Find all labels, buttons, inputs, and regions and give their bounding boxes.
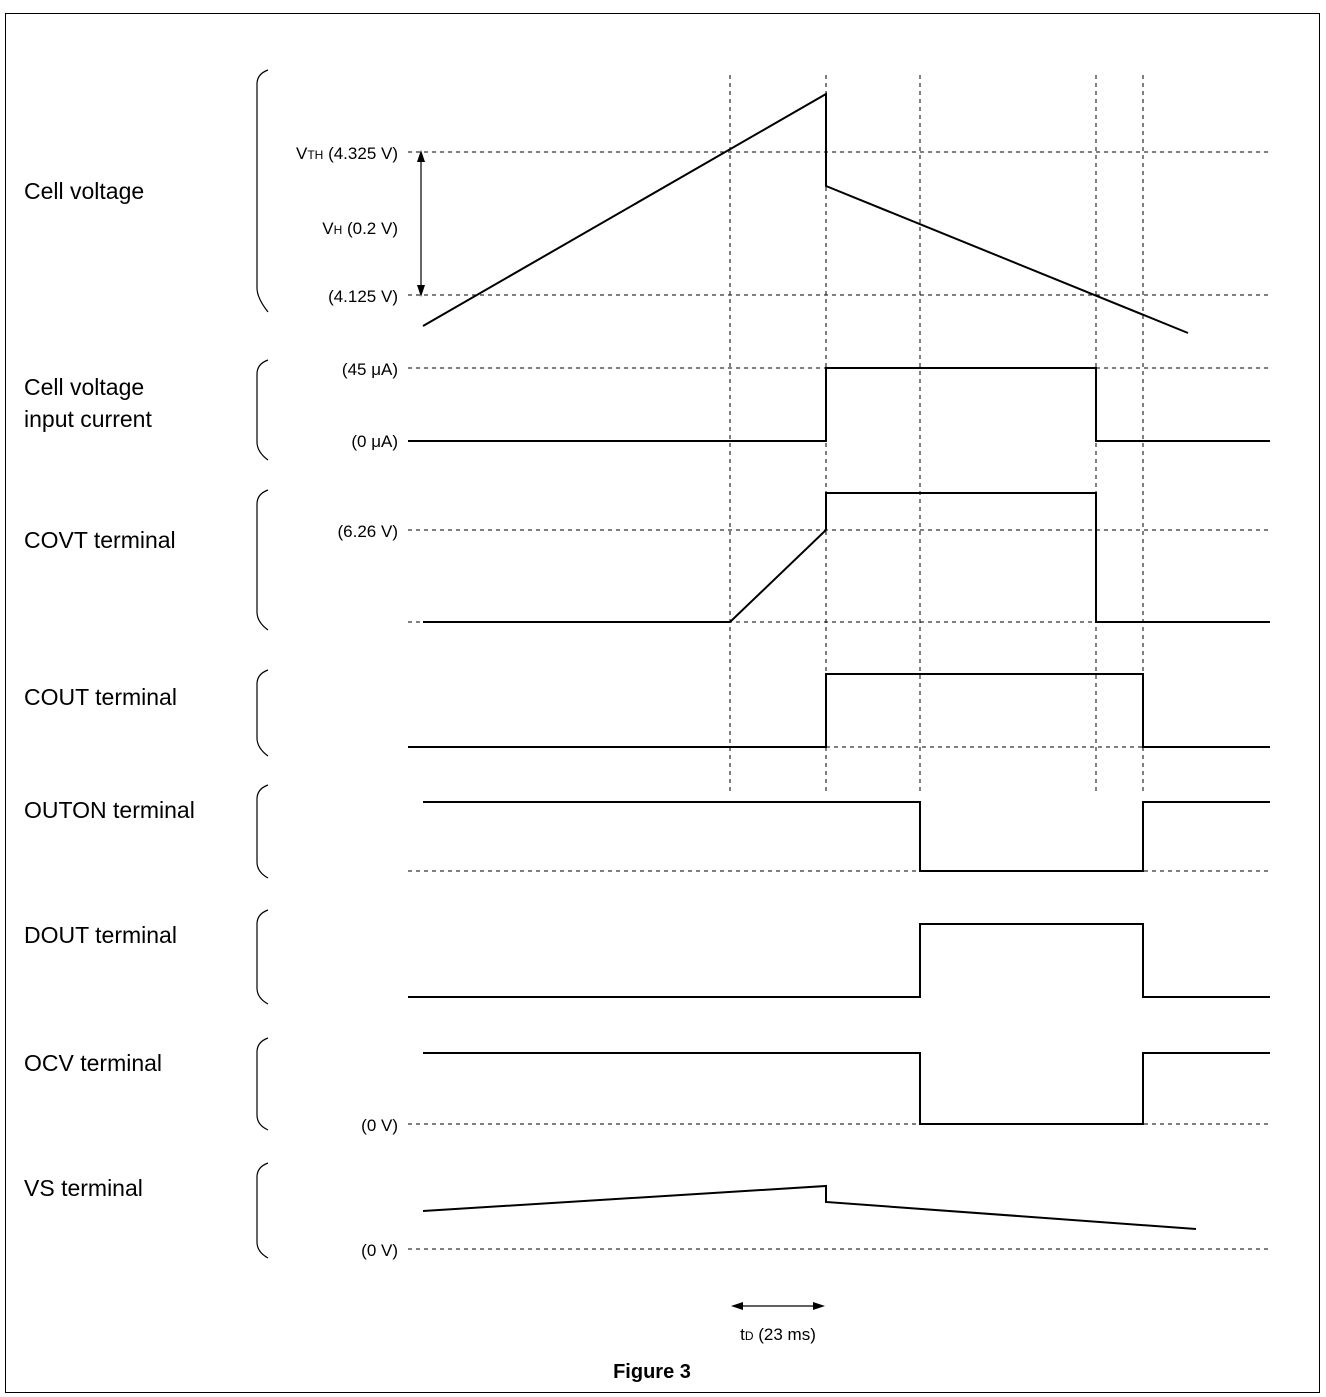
level-labels: VTH (4.325 V) VH (0.2 V) (4.125 V) (45 μ… xyxy=(296,144,398,1260)
waveform-vs xyxy=(422,1184,1197,1230)
waveform-covt xyxy=(423,492,1270,623)
figure-caption: Figure 3 xyxy=(613,1361,691,1383)
brace-cell-voltage xyxy=(256,69,269,313)
delay-arrow xyxy=(731,1302,825,1310)
brace-vs xyxy=(256,1162,269,1259)
label-covt-terminal: COVT terminal xyxy=(24,527,176,553)
waveform-input-current xyxy=(408,367,1270,442)
delay-label: tD (23 ms) xyxy=(740,1325,816,1344)
label-vs-terminal: VS terminal xyxy=(24,1175,143,1201)
time-markers xyxy=(729,75,1144,792)
label-vs-zero: (0 V) xyxy=(361,1241,398,1260)
label-cout-terminal: COUT terminal xyxy=(24,684,177,710)
label-outon-terminal: OUTON terminal xyxy=(24,797,195,823)
label-ocv-zero: (0 V) xyxy=(361,1116,398,1135)
label-release-voltage: (4.125 V) xyxy=(328,287,398,306)
waveforms xyxy=(408,92,1270,1230)
brace-covt xyxy=(256,489,269,631)
waveform-cell-voltage xyxy=(422,92,1189,334)
label-current-high: (45 μA) xyxy=(342,360,398,379)
row-braces xyxy=(256,69,269,1259)
brace-ocv xyxy=(256,1037,269,1131)
label-dout-terminal: DOUT terminal xyxy=(24,922,177,948)
waveform-cout xyxy=(408,673,1270,748)
brace-input-current xyxy=(256,359,269,461)
row-labels: Cell voltage Cell voltage input current … xyxy=(24,178,195,1201)
brace-dout xyxy=(256,909,269,1005)
label-vth: VTH (4.325 V) xyxy=(296,144,398,163)
label-input-current-line2: input current xyxy=(24,406,152,432)
label-covt-high: (6.26 V) xyxy=(338,522,398,541)
reference-levels xyxy=(408,151,1268,1250)
label-cell-voltage: Cell voltage xyxy=(24,178,144,204)
label-input-current-line1: Cell voltage xyxy=(24,374,144,400)
waveform-ocv xyxy=(423,1052,1270,1125)
brace-cout xyxy=(256,669,269,757)
label-vh: VH (0.2 V) xyxy=(322,219,398,238)
hysteresis-arrow xyxy=(417,150,425,297)
waveform-outon xyxy=(423,801,1270,872)
label-ocv-terminal: OCV terminal xyxy=(24,1050,162,1076)
figure-frame xyxy=(5,13,1320,1393)
label-current-low: (0 μA) xyxy=(351,432,398,451)
brace-outon xyxy=(256,784,269,879)
waveform-dout xyxy=(408,923,1270,998)
